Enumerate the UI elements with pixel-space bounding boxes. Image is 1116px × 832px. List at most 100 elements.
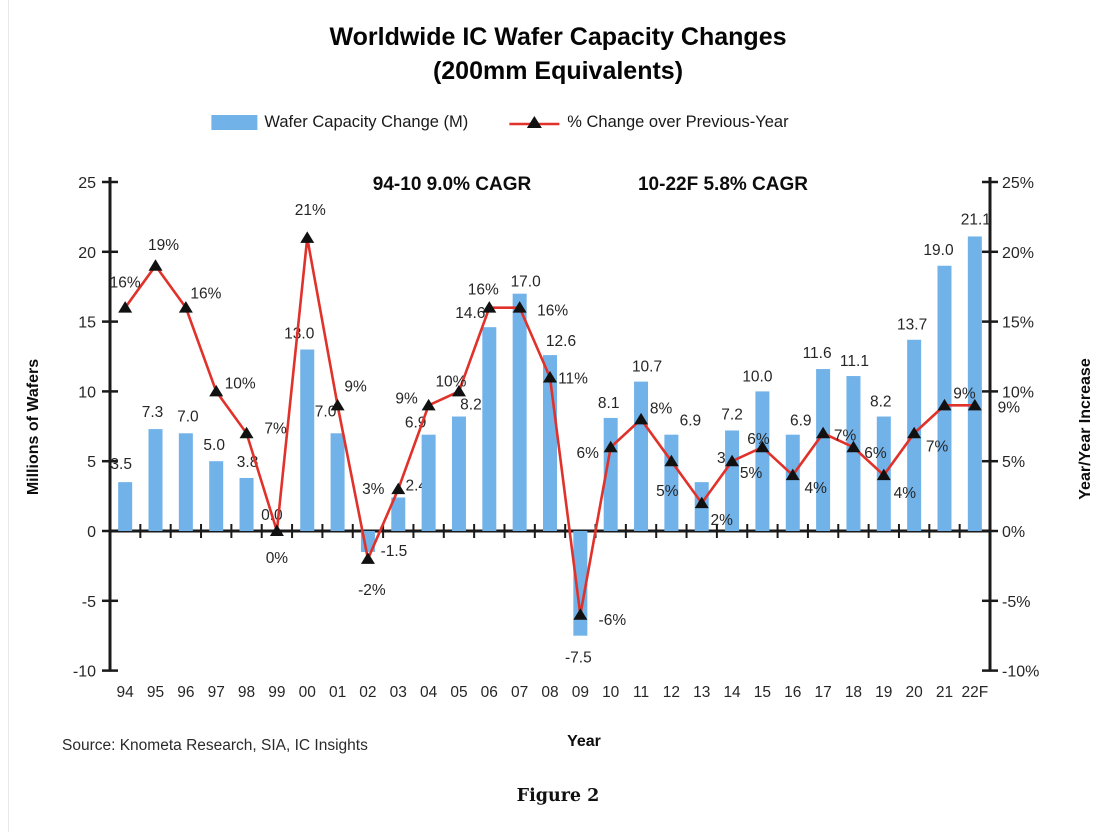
cagr-annotation-10-22F: 10-22F 5.8% CAGR	[637, 174, 809, 195]
triangle-marker-03	[391, 482, 406, 495]
x-tick-label: 06	[481, 684, 498, 701]
triangle-marker-09	[573, 608, 588, 620]
left-tick-label: -5	[82, 594, 96, 611]
right-tick-label: 20%	[1002, 245, 1034, 262]
left-tick-label: 10	[78, 384, 96, 401]
x-tick-label: 13	[693, 684, 710, 701]
left-tick-label: 15	[78, 315, 96, 332]
bar-value-label: 8.2	[460, 397, 482, 414]
left-tick-label: 0	[87, 524, 96, 541]
triangle-marker-01	[330, 398, 345, 411]
bar-21	[937, 265, 952, 531]
chart-legend: Wafer Capacity Change (M) % Change over …	[211, 113, 789, 132]
x-tick-label: 05	[450, 684, 467, 701]
x-tick-label: 94	[117, 684, 135, 701]
triangle-marker-95	[148, 259, 163, 271]
left-tick-label: 5	[87, 454, 96, 471]
source-note: Source: Knometa Research, SIA, IC Insigh…	[62, 737, 368, 754]
x-tick-label: 15	[754, 684, 771, 701]
bar-03	[391, 497, 406, 531]
x-tick-label: 03	[390, 684, 407, 701]
page-edge-divider	[8, 0, 9, 832]
triangle-marker-00	[300, 231, 315, 243]
x-axis-title: Year	[567, 733, 601, 750]
pct-value-label: 6%	[747, 431, 770, 448]
pct-value-label: 7%	[926, 438, 949, 455]
pct-value-label: -6%	[599, 612, 627, 629]
x-tick-label: 11	[633, 684, 649, 701]
x-tick-label: 01	[329, 684, 346, 701]
triangle-marker-11	[634, 412, 649, 425]
left-tick-label: 20	[78, 245, 96, 262]
triangle-marker-98	[239, 426, 254, 439]
bar-11	[634, 381, 649, 531]
triangle-marker-16	[785, 468, 800, 481]
x-tick-label: 12	[663, 684, 680, 701]
bar-18	[846, 376, 861, 531]
bar-value-label: 3.5	[110, 456, 132, 473]
chart-title: Worldwide IC Wafer Capacity Changes (200…	[0, 20, 1116, 88]
triangle-marker-17	[816, 426, 831, 439]
bar-value-label: 13.0	[284, 326, 315, 343]
bar-05	[451, 416, 466, 531]
bar-value-label: -7.5	[565, 650, 592, 667]
x-tick-label: 09	[572, 684, 589, 701]
right-tick-label: 0%	[1002, 524, 1025, 541]
left-tick-label: 25	[78, 175, 96, 192]
triangle-marker-04	[421, 398, 436, 411]
pct-value-label: 5%	[740, 465, 763, 482]
bar-value-label: 19.0	[923, 242, 954, 259]
pct-value-label: 9%	[953, 385, 976, 402]
bar-value-label: -1.5	[381, 543, 408, 560]
chart-title-line2: (200mm Equivalents)	[432, 57, 684, 85]
bar-17	[816, 369, 831, 531]
x-tick-label: 22F	[961, 684, 988, 701]
bar-value-label: 13.7	[897, 317, 927, 334]
bar-09	[573, 531, 588, 636]
pct-value-label: 4%	[805, 480, 828, 497]
pct-value-label: 16%	[110, 275, 141, 292]
bar-14	[725, 430, 740, 531]
pct-value-label: 21%	[295, 202, 326, 219]
right-tick-label: 15%	[1002, 315, 1034, 332]
figure-caption: Figure 2	[516, 786, 600, 806]
x-tick-label: 02	[359, 684, 376, 701]
bar-value-label: 6.9	[790, 413, 812, 430]
pct-value-label: 5%	[656, 483, 679, 500]
bar-value-label: 11.1	[840, 353, 869, 370]
x-tick-label: 10	[602, 684, 620, 701]
bar-value-label: 7.0	[177, 408, 199, 425]
right-tick-label: 25%	[1002, 175, 1034, 192]
bar-97	[209, 461, 224, 531]
triangle-marker-07	[512, 301, 527, 313]
x-tick-label: 98	[238, 684, 255, 701]
triangle-marker-08	[543, 370, 557, 383]
bar-value-label: 7.3	[142, 404, 164, 421]
triangle-marker-19	[876, 468, 891, 481]
bar-94	[118, 482, 133, 531]
triangle-marker-94	[118, 301, 133, 313]
bar-12	[664, 434, 679, 531]
bar-value-label: 12.6	[546, 333, 576, 350]
bar-swatch-icon	[211, 115, 258, 130]
x-tick-label: 99	[268, 684, 285, 701]
pct-value-label: 6%	[864, 445, 887, 462]
pct-value-label: 9%	[998, 399, 1021, 416]
pct-value-label: 16%	[537, 303, 568, 320]
bar-96	[178, 433, 193, 531]
pct-value-label: 6%	[576, 445, 599, 462]
bar-value-label: 7.0	[315, 403, 337, 420]
triangle-marker-10	[603, 440, 618, 453]
x-tick-label: 16	[784, 684, 801, 701]
bar-value-label: 11.6	[803, 345, 832, 362]
x-tick-label: 18	[845, 684, 862, 701]
pct-value-label: 3%	[362, 481, 385, 498]
pct-value-label: 4%	[894, 485, 917, 502]
x-tick-label: 96	[177, 684, 194, 701]
triangle-marker-21	[937, 398, 952, 411]
x-tick-label: 19	[875, 684, 892, 701]
bar-04	[421, 434, 436, 531]
bar-22F	[967, 236, 982, 531]
